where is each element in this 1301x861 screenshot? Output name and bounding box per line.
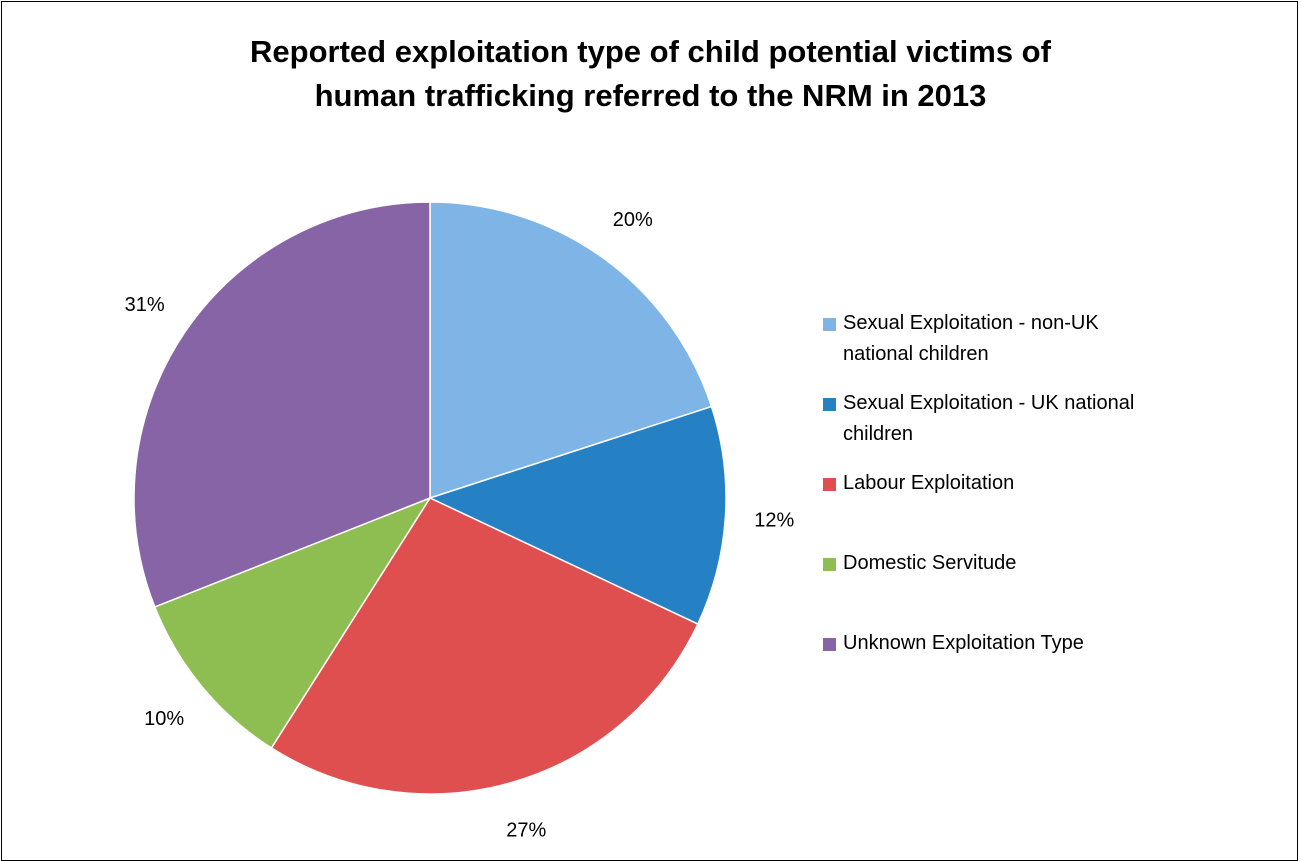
legend-label-line: Domestic Servitude (843, 552, 1017, 574)
legend-label-line: Sexual Exploitation - non-UK (843, 312, 1099, 334)
legend-swatch-labour (823, 478, 836, 491)
pie-slice-sexual-uk (427, 405, 727, 626)
legend-swatch-domestic (823, 558, 836, 571)
pie-slice-sexual-non-uk (429, 201, 713, 500)
legend-label-unknown: Unknown Exploitation Type (843, 628, 1223, 659)
legend-label-line: Labour Exploitation (843, 472, 1015, 494)
data-label-sexual-non-uk: 20% (613, 209, 653, 231)
legend-label-line: children (843, 423, 914, 445)
legend-label-sexual-uk: Sexual Exploitation - UK national childr… (843, 388, 1223, 450)
data-label-labour: 27% (506, 819, 546, 841)
pie-slice-domestic (153, 496, 432, 749)
legend-item-unknown: Unknown Exploitation Type (823, 632, 1223, 659)
pie-slice-labour (270, 497, 699, 795)
legend-label-domestic: Domestic Servitude (843, 548, 1223, 579)
chart-title-line-1: Reported exploitation type of child pote… (250, 34, 1051, 69)
pie-slice-unknown (133, 201, 431, 608)
chart-title: Reported exploitation type of child pote… (0, 30, 1301, 118)
data-label-domestic: 10% (144, 708, 184, 730)
legend-label-labour: Labour Exploitation (843, 468, 1223, 499)
chart-title-line-2: human trafficking referred to the NRM in… (314, 78, 987, 113)
legend-item-labour: Labour Exploitation (823, 472, 1223, 499)
legend-swatch-sexual-non-uk (823, 318, 836, 331)
legend-label-line: Sexual Exploitation - UK national (843, 392, 1135, 414)
legend-item-domestic: Domestic Servitude (823, 552, 1223, 579)
legend-swatch-unknown (823, 638, 836, 651)
data-label-sexual-uk: 12% (754, 510, 794, 532)
legend-label-line: national children (843, 343, 989, 365)
legend-label-sexual-non-uk: Sexual Exploitation - non-UK national ch… (843, 308, 1223, 370)
legend-item-sexual-uk: Sexual Exploitation - UK national childr… (823, 392, 1223, 450)
legend-label-line: Unknown Exploitation Type (843, 632, 1084, 654)
data-label-unknown: 31% (125, 294, 165, 316)
legend-swatch-sexual-uk (823, 398, 836, 411)
legend-item-sexual-non-uk: Sexual Exploitation - non-UK national ch… (823, 312, 1223, 370)
